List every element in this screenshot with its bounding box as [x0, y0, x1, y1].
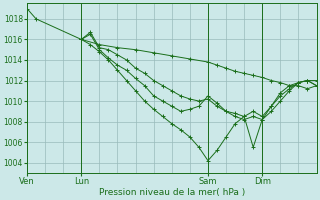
X-axis label: Pression niveau de la mer( hPa ): Pression niveau de la mer( hPa )	[99, 188, 245, 197]
